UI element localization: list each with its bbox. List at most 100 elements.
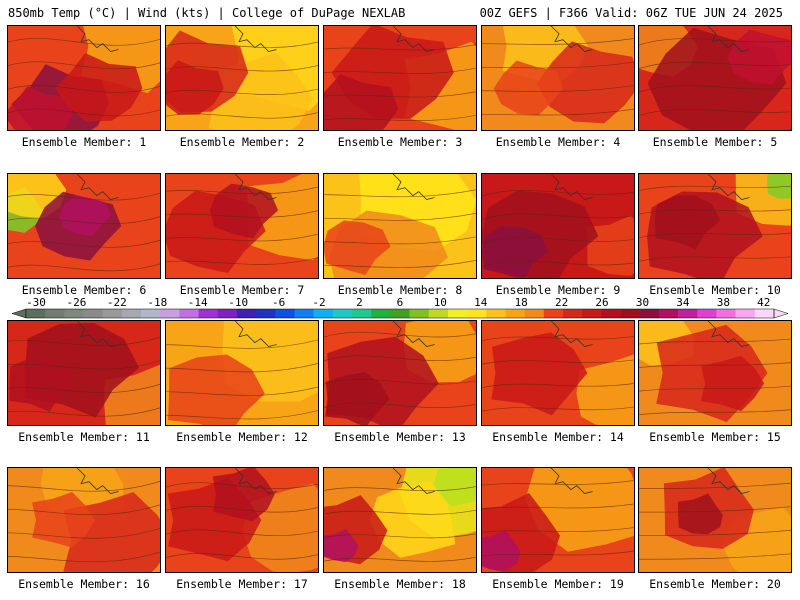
contour-line <box>639 385 791 392</box>
colorbar-tick-label: 42 <box>757 297 770 309</box>
member-label-5: Ensemble Member: 5 <box>652 135 778 149</box>
member-map-5 <box>638 25 792 131</box>
member-map-20 <box>638 467 792 573</box>
temperature-field <box>324 321 476 425</box>
colorbar-tick-label: 18 <box>515 297 528 309</box>
contour-line <box>8 407 160 417</box>
member-label-10: Ensemble Member: 10 <box>649 283 781 297</box>
contour-line <box>166 112 318 119</box>
contour-line <box>324 44 476 51</box>
member-map-10 <box>638 173 792 279</box>
contour-line <box>166 88 318 95</box>
member-label-1: Ensemble Member: 1 <box>21 135 147 149</box>
coastline <box>707 26 750 52</box>
temperature-field <box>324 174 476 278</box>
member-label-19: Ensemble Member: 19 <box>492 577 624 591</box>
temperature-field <box>8 26 160 130</box>
colorbar-swatch <box>716 309 736 318</box>
contour-line <box>8 61 160 70</box>
member-map-12 <box>165 320 319 426</box>
temperature-field <box>8 468 160 572</box>
member-map-15 <box>638 320 792 426</box>
temperature-field <box>639 468 791 572</box>
contour-line <box>8 85 160 93</box>
member-map-6 <box>7 173 161 279</box>
colorbar-swatch <box>697 309 717 318</box>
temperature-field <box>482 321 634 425</box>
contour-line <box>482 237 634 244</box>
member-map-13 <box>323 320 477 426</box>
colorbar-tick-label: 30 <box>636 297 649 309</box>
contour-line <box>639 61 791 70</box>
colorbar-tick-label: 2 <box>356 297 363 309</box>
coastline <box>392 468 435 494</box>
temperature-field <box>324 26 476 130</box>
colorbar-swatch <box>313 309 334 318</box>
temperature-field <box>166 174 318 278</box>
colorbar-tick-label: 34 <box>676 297 690 309</box>
contour-line <box>166 553 318 560</box>
contour-line <box>639 232 791 239</box>
contour-line <box>8 336 160 346</box>
coastline <box>550 174 593 200</box>
contour-line <box>324 67 476 74</box>
contour-line <box>166 210 318 218</box>
contour-line <box>166 363 318 373</box>
colorbar-swatch <box>236 309 257 318</box>
temperature-field <box>482 174 634 278</box>
member-map-19 <box>481 467 635 573</box>
colorbar-swatch <box>524 309 545 318</box>
member-label-6: Ensemble Member: 6 <box>21 283 147 297</box>
colorbar-tick-label: 10 <box>434 297 447 309</box>
member-label-2: Ensemble Member: 2 <box>179 135 305 149</box>
member-map-7 <box>165 173 319 279</box>
colorbar-swatch <box>428 309 449 318</box>
coastline <box>550 321 593 347</box>
contour-line <box>482 213 634 220</box>
contour-line <box>482 550 634 557</box>
coastline <box>392 174 435 200</box>
colorbar-swatch <box>486 309 506 318</box>
contour-line <box>324 486 476 492</box>
colorbar-swatch <box>294 309 314 318</box>
member-map-16 <box>7 467 161 573</box>
colorbar-tick-label: -6 <box>272 297 285 309</box>
member-label-20: Ensemble Member: 20 <box>649 577 781 591</box>
contour-line <box>639 529 791 537</box>
coastline <box>234 174 277 200</box>
contour-line <box>482 85 634 92</box>
colorbar-tick-label: 38 <box>717 297 730 309</box>
contour-line <box>8 216 160 225</box>
contour-line <box>482 383 634 389</box>
coastline <box>550 468 593 494</box>
member-label-13: Ensemble Member: 13 <box>334 430 466 444</box>
colorbar-swatch <box>179 309 199 318</box>
contour-line <box>324 402 476 409</box>
coastline <box>76 174 119 200</box>
temperature-field <box>8 321 160 425</box>
coastline <box>392 321 435 347</box>
member-map-17 <box>165 467 319 573</box>
colorbar-swatch <box>409 309 430 318</box>
colorbar-swatch <box>563 309 583 318</box>
temperature-field <box>324 468 476 572</box>
coastline <box>550 26 593 52</box>
contour-line <box>482 480 634 486</box>
member-map-8 <box>323 173 477 279</box>
temperature-field <box>482 26 634 130</box>
colorbar-swatch <box>198 309 219 318</box>
colorbar-tick-label: 22 <box>555 297 568 309</box>
member-label-8: Ensemble Member: 8 <box>337 283 463 297</box>
contour-line <box>166 410 318 420</box>
member-label-14: Ensemble Member: 14 <box>492 430 624 444</box>
colorbar-tick-label: -26 <box>66 297 86 309</box>
colorbar-swatch <box>275 309 295 318</box>
contour-line <box>324 355 476 362</box>
temperature-field <box>166 321 318 425</box>
member-map-11 <box>7 320 161 426</box>
contour-line <box>324 91 476 98</box>
map-title: 850mb Temp (°C) | Wind (kts) | College o… <box>8 6 406 20</box>
contour-line <box>482 406 634 412</box>
member-label-16: Ensemble Member: 16 <box>18 577 150 591</box>
colorbar-swatch <box>467 309 487 318</box>
